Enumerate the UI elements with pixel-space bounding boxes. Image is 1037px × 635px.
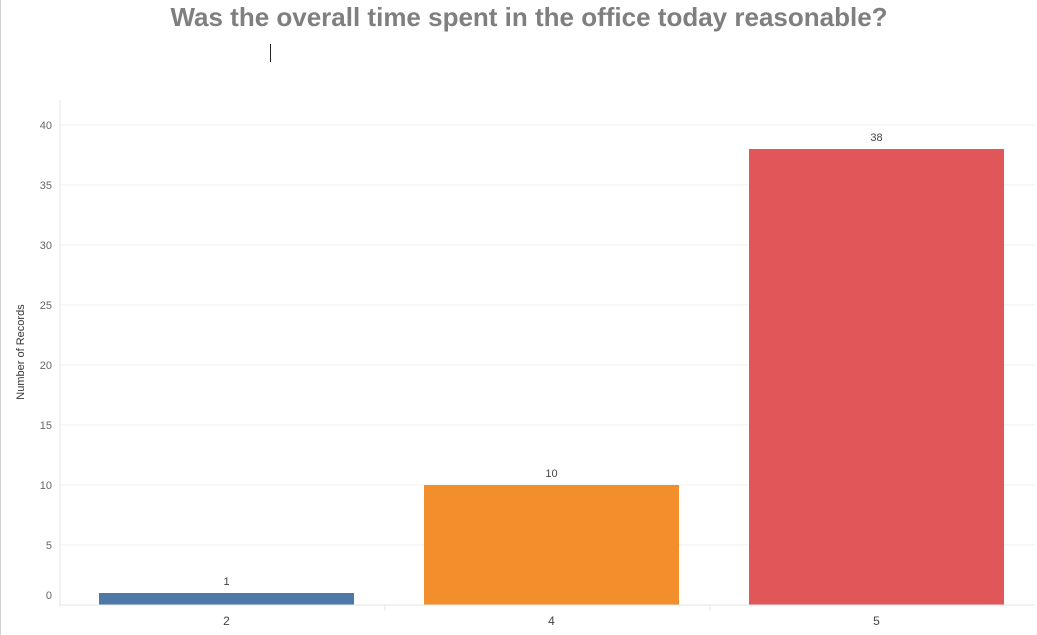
y-tick-label: 15 xyxy=(40,420,52,432)
y-axis-title: Number of Records xyxy=(15,304,27,400)
bar xyxy=(99,593,354,605)
x-tick-label: 5 xyxy=(873,614,880,628)
x-tick-label: 2 xyxy=(223,614,230,628)
y-tick-label: 10 xyxy=(40,480,52,492)
y-tick-label: 5 xyxy=(46,540,52,552)
bar xyxy=(749,149,1004,605)
text-cursor xyxy=(270,44,271,62)
y-tick-label: 30 xyxy=(40,240,52,252)
y-tick-label: 35 xyxy=(40,180,52,192)
y-tick-label: 20 xyxy=(40,360,52,372)
y-tick-label: 40 xyxy=(40,120,52,132)
y-tick-label: 25 xyxy=(40,300,52,312)
chart-title: Was the overall time spent in the office… xyxy=(170,2,888,32)
pane-border xyxy=(0,0,1,635)
data-label: 38 xyxy=(870,132,882,144)
x-tick-label: 4 xyxy=(548,614,555,628)
data-label: 10 xyxy=(545,468,557,480)
y-tick-label: 0 xyxy=(46,590,52,602)
x-axis: 2 4 5 xyxy=(60,604,1035,628)
data-label: 1 xyxy=(223,576,229,588)
y-axis: 0 5 10 15 20 25 30 35 40 xyxy=(40,100,61,607)
data-labels: 1 10 38 xyxy=(223,132,882,588)
bars xyxy=(99,149,1004,605)
bar xyxy=(424,485,679,605)
